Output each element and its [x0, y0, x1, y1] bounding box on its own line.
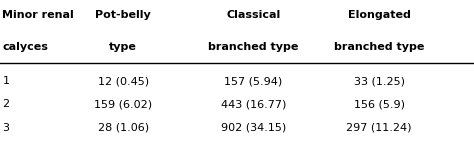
Text: Pot-belly: Pot-belly — [95, 10, 151, 20]
Text: 28 (1.06): 28 (1.06) — [98, 123, 149, 133]
Text: calyces: calyces — [2, 42, 48, 52]
Text: branched type: branched type — [334, 42, 424, 52]
Text: 159 (6.02): 159 (6.02) — [94, 99, 152, 109]
Text: type: type — [109, 42, 137, 52]
Text: 1: 1 — [2, 76, 9, 86]
Text: 157 (5.94): 157 (5.94) — [225, 76, 283, 86]
Text: 33 (1.25): 33 (1.25) — [354, 76, 405, 86]
Text: 156 (5.9): 156 (5.9) — [354, 99, 405, 109]
Text: Elongated: Elongated — [348, 10, 410, 20]
Text: 443 (16.77): 443 (16.77) — [221, 99, 286, 109]
Text: 902 (34.15): 902 (34.15) — [221, 123, 286, 133]
Text: 3: 3 — [2, 123, 9, 133]
Text: 2: 2 — [2, 99, 9, 109]
Text: branched type: branched type — [209, 42, 299, 52]
Text: 297 (11.24): 297 (11.24) — [346, 123, 412, 133]
Text: Classical: Classical — [227, 10, 281, 20]
Text: Minor renal: Minor renal — [2, 10, 74, 20]
Text: 12 (0.45): 12 (0.45) — [98, 76, 149, 86]
